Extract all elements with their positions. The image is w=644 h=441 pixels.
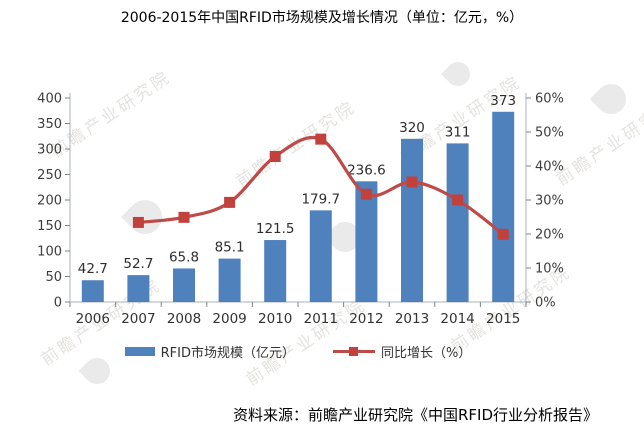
line-marker-swatch-icon <box>333 346 375 357</box>
combo-chart-canvas: 0 50 100 150 200 250 300 350 400 0% 10% 20% 30% 40% 50… <box>37 92 564 328</box>
left-axis-tick-label: 0 <box>54 296 62 311</box>
right-axis-tick-label: 60% <box>535 92 564 107</box>
right-axis-tick-label: 10% <box>535 262 564 277</box>
left-axis-tick-label: 100 <box>37 245 62 260</box>
line-marker <box>360 188 372 200</box>
bar-value-label: 65.8 <box>169 249 199 265</box>
chart-title: 2006-2015年中国RFID市场规模及增长情况（单位：亿元，%） <box>120 10 524 26</box>
bar-value-label: 121.5 <box>256 221 295 237</box>
line-marker <box>178 211 190 223</box>
bar <box>492 111 515 303</box>
line-marker <box>497 228 509 240</box>
x-axis-label: 2012 <box>349 311 383 327</box>
right-axis-tick-label: 50% <box>535 126 564 141</box>
x-axis-label: 2010 <box>258 311 292 327</box>
left-axis-tick-label: 200 <box>37 194 62 209</box>
right-axis-tick-label: 30% <box>535 194 564 209</box>
bar <box>81 280 104 302</box>
source-note: 资料来源：前瞻产业研究院《中国RFID行业分析报告》 <box>232 406 598 424</box>
bar-value-label: 179.7 <box>301 191 340 207</box>
legend-label-growth: 同比增长（%） <box>381 345 472 361</box>
bar-value-label: 42.7 <box>78 261 108 277</box>
x-axis-label: 2011 <box>304 311 338 327</box>
bar-value-label: 85.1 <box>215 240 245 256</box>
left-axis-tick-label: 150 <box>37 219 62 234</box>
x-axis-label: 2007 <box>121 311 155 327</box>
left-axis-tick-label: 350 <box>37 117 62 132</box>
bar-value-label: 52.7 <box>123 256 153 272</box>
bar-value-label: 320 <box>399 120 425 136</box>
left-axis-tick-label: 300 <box>37 143 62 158</box>
bar <box>446 143 469 302</box>
bar-value-label: 236.6 <box>347 162 386 178</box>
x-axis-label: 2006 <box>76 311 110 327</box>
bar-swatch-icon <box>124 346 155 356</box>
bar-value-label: 373 <box>490 93 516 109</box>
legend-label-market-size: RFID市场规模（亿元） <box>160 345 295 361</box>
x-axis-label: 2014 <box>440 311 474 327</box>
bar <box>401 138 423 302</box>
left-axis-tick-label: 50 <box>45 270 62 285</box>
right-axis-tick-label: 40% <box>535 160 564 175</box>
right-axis-tick-label: 20% <box>535 228 564 243</box>
bar <box>218 258 241 302</box>
left-axis-tick-label: 250 <box>37 168 62 183</box>
bar-value-label: 311 <box>445 124 471 140</box>
legend-item-growth: 同比增长（%） <box>333 342 471 361</box>
line-marker <box>315 133 327 145</box>
bar <box>173 268 195 302</box>
left-axis-tick-label: 400 <box>37 92 62 107</box>
legend-item-market-size: RFID市场规模（亿元） <box>124 342 295 361</box>
x-axis-label: 2009 <box>212 311 246 327</box>
x-axis-label: 2008 <box>167 311 201 327</box>
bar <box>355 181 378 302</box>
bar <box>127 275 150 302</box>
line-marker <box>224 196 236 208</box>
line-marker <box>269 150 281 162</box>
x-axis-label: 2013 <box>395 311 429 327</box>
right-axis-tick-label: 0% <box>535 296 556 311</box>
bar <box>309 210 332 302</box>
line-marker <box>406 176 418 188</box>
line-marker <box>452 194 464 206</box>
x-axis-label: 2015 <box>486 311 520 327</box>
bar <box>264 240 287 302</box>
line-marker <box>132 216 144 228</box>
legend: RFID市场规模（亿元） 同比增长（%） <box>0 341 620 361</box>
